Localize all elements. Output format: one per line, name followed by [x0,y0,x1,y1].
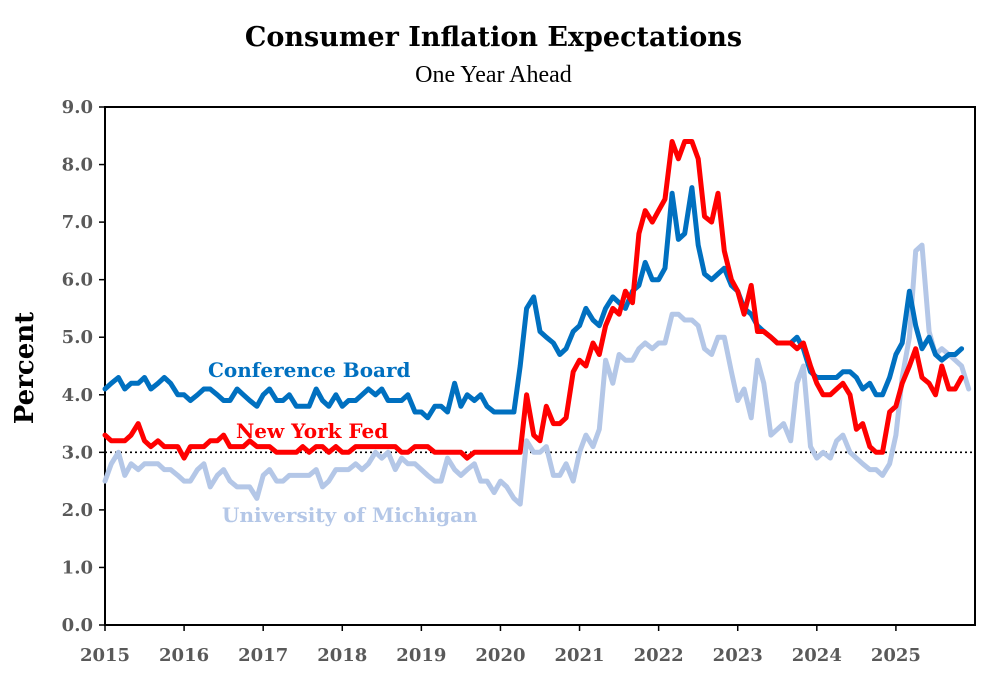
y-tick-label: 1.0 [62,557,93,578]
series-line-university-of-michigan [102,242,972,507]
x-tick-label: 2024 [792,645,842,666]
x-tick-label: 2025 [871,645,921,666]
y-tick-label: 8.0 [62,155,93,176]
x-tick-label: 2018 [317,645,367,666]
y-tick-label: 3.0 [62,442,93,463]
x-tick-label: 2023 [713,645,763,666]
series-label-university-of-michigan: University of Michigan [222,503,478,527]
x-tick-label: 2022 [634,645,684,666]
y-tick-label: 7.0 [62,212,93,233]
x-tick-label: 2020 [475,645,525,666]
series-label-new-york-fed: New York Fed [236,419,388,443]
chart-title: Consumer Inflation Expectations [244,22,743,53]
x-tick-label: 2019 [396,645,446,666]
y-tick-label: 0.0 [62,615,93,636]
plot-frame [104,106,976,626]
y-axis-label: Percent [10,312,40,424]
x-tick-label: 2016 [159,645,209,666]
x-tick-label: 2015 [80,645,130,666]
x-tick-label: 2021 [554,645,604,666]
y-tick-label: 2.0 [62,500,93,521]
y-tick-label: 9.0 [62,97,93,118]
y-tick-label: 4.0 [62,385,93,406]
series-label-conference-board: Conference Board [208,358,411,382]
chart-subtitle: One Year Ahead [415,62,572,88]
y-tick-label: 6.0 [62,270,93,291]
series-line-new-york-fed [102,139,965,461]
y-tick-label: 5.0 [62,327,93,348]
series-line-conference-board [102,185,965,421]
x-tick-label: 2017 [238,645,288,666]
